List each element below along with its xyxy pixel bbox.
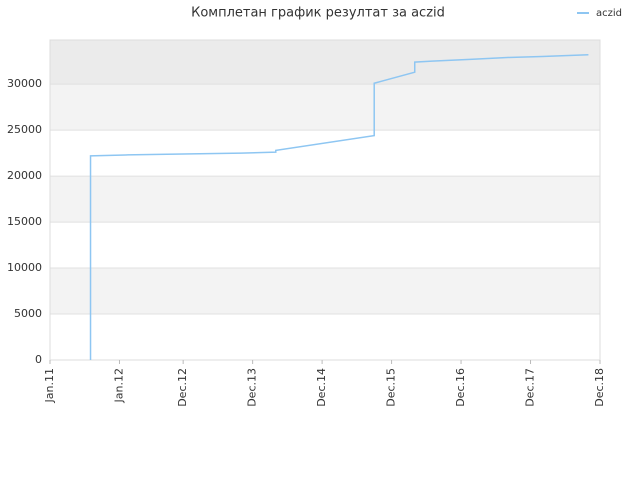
legend-label: aczid (596, 8, 622, 19)
x-tick-label: Dec.16 (454, 368, 467, 407)
grid-band (50, 314, 600, 360)
y-tick-label: 15000 (7, 215, 42, 228)
x-tick-label: Jan.12 (112, 368, 125, 403)
x-tick-label: Dec.18 (593, 368, 606, 407)
grid-band (50, 130, 600, 177)
x-tick-label: Dec.12 (176, 368, 189, 407)
grid-band (50, 40, 600, 85)
grid-band (50, 222, 600, 269)
x-tick-label: Dec.13 (246, 368, 259, 407)
plot-frame (49, 39, 601, 361)
y-tick-label: 0 (35, 353, 42, 366)
chart-title: Комплетан график резултат за aczid (191, 6, 445, 21)
x-tick-label: Jan.11 (43, 368, 56, 403)
y-tick-label: 30000 (7, 77, 42, 90)
x-tick-label: Dec.17 (524, 368, 537, 407)
grid-band (50, 268, 600, 315)
y-tick-label: 25000 (7, 123, 42, 136)
x-tick-label: Dec.14 (315, 368, 328, 407)
y-tick-label: 5000 (14, 307, 42, 320)
y-tick-label: 10000 (7, 261, 42, 274)
series-line (89, 53, 589, 360)
x-tick-label: Dec.15 (385, 368, 398, 407)
y-tick-label: 20000 (7, 169, 42, 182)
grid-band (50, 176, 600, 223)
grid-band (50, 84, 600, 131)
